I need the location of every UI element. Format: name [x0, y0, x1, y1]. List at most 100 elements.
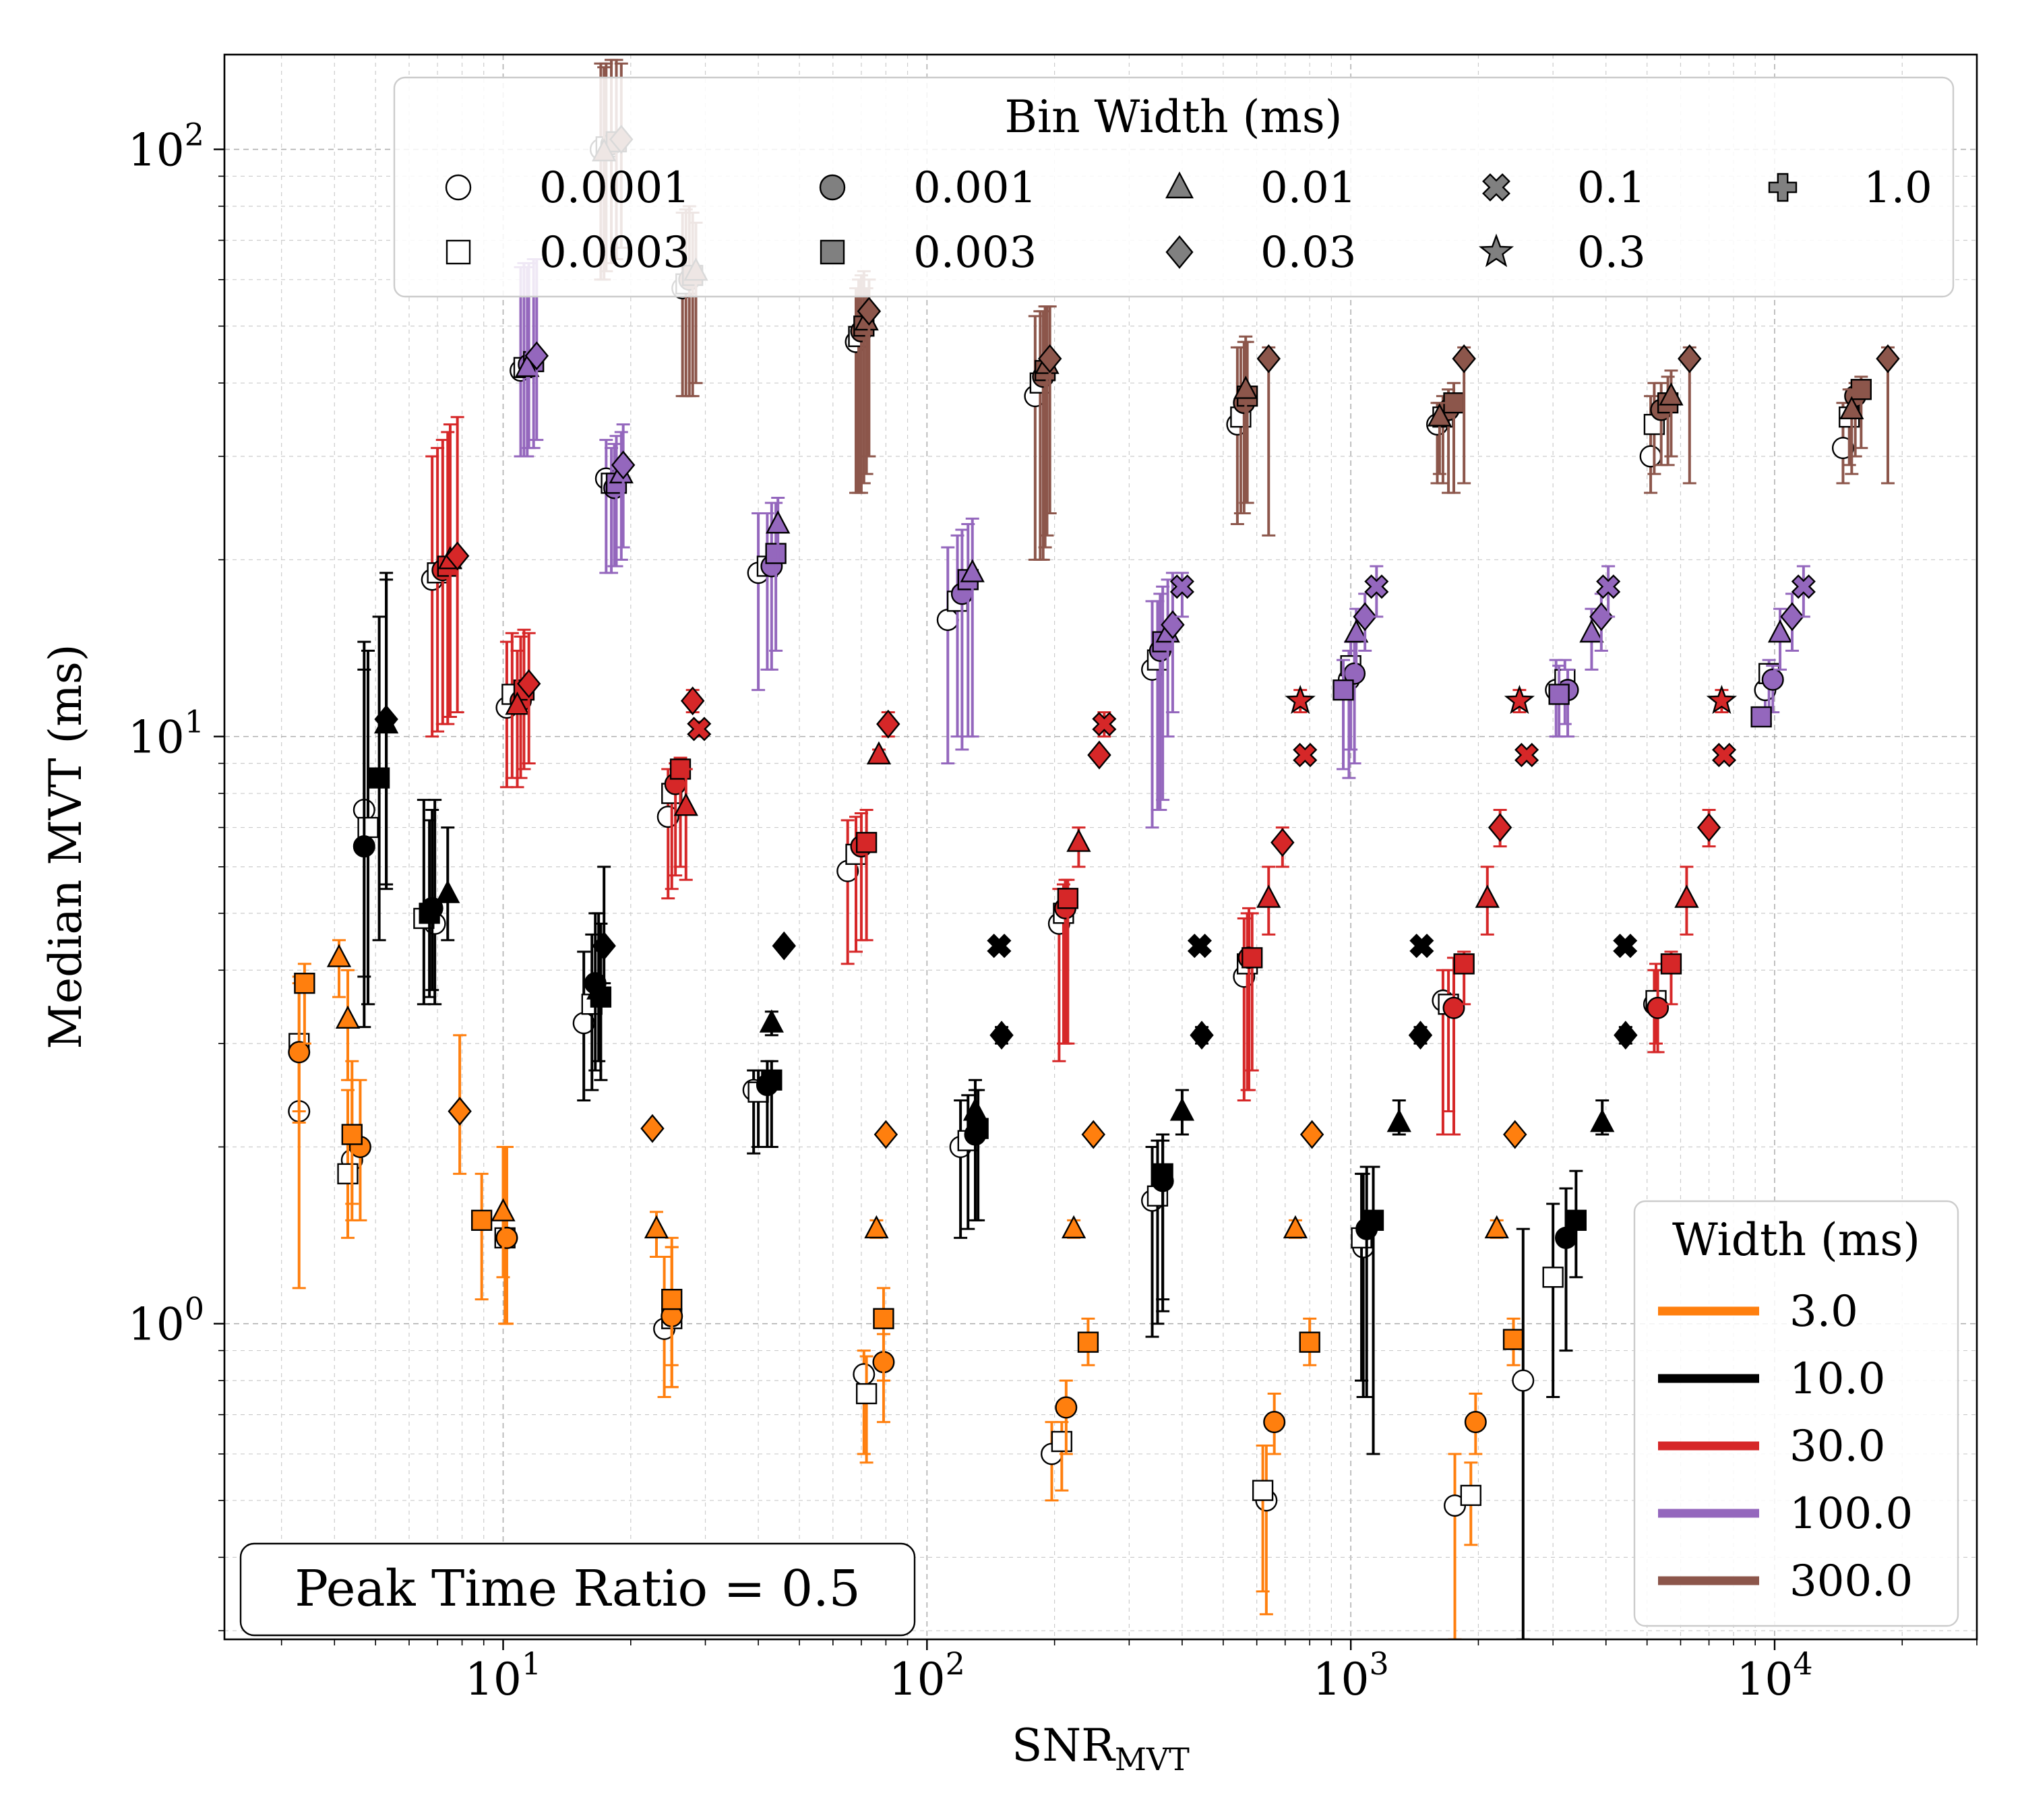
- data-point-star: [1706, 684, 1738, 715]
- data-point-triangle: [1344, 619, 1369, 643]
- legend-bin-label: 0.01: [1260, 163, 1357, 213]
- data-point-diamond: [680, 686, 705, 716]
- data-point-square: [855, 832, 878, 853]
- x-tick-label: 103: [1313, 1645, 1389, 1705]
- data-point-diamond: [1190, 1021, 1214, 1050]
- data-point-diamond: [1452, 344, 1476, 373]
- legend-width-label: 100.0: [1789, 1489, 1913, 1539]
- annotation-box: Peak Time Ratio = 0.5: [239, 1542, 916, 1637]
- data-point-x: [1092, 712, 1117, 737]
- data-point-circle: [853, 1363, 876, 1386]
- data-point-diamond: [374, 704, 398, 734]
- data-point-x: [1187, 934, 1212, 959]
- data-point-triangle: [673, 793, 698, 816]
- data-point-square: [1362, 1209, 1384, 1231]
- data-point-triangle: [1484, 1215, 1509, 1239]
- data-point-square: [294, 973, 315, 994]
- data-point-diamond: [1087, 740, 1111, 770]
- data-point-diamond: [857, 297, 882, 326]
- data-point-square: [1565, 1209, 1587, 1231]
- data-point-square: [1542, 1267, 1564, 1288]
- data-point-x: [1791, 574, 1816, 599]
- data-point-diamond: [1408, 1021, 1433, 1050]
- data-point-diamond: [1256, 344, 1281, 373]
- data-point-triangle: [759, 1009, 784, 1033]
- data-point-triangle: [1674, 884, 1699, 908]
- data-point-diamond: [1081, 1120, 1105, 1149]
- data-point-square: [1750, 706, 1772, 728]
- data-point-square: [471, 1209, 493, 1231]
- data-point-x: [1293, 743, 1318, 768]
- legend-marker-diamond: [1165, 235, 1194, 269]
- data-point-triangle: [505, 691, 530, 715]
- data-point-x: [1711, 743, 1737, 768]
- data-point-circle: [1263, 1411, 1286, 1434]
- data-point-square: [1443, 392, 1465, 414]
- legend-width: Width (ms) 3.0 10.0 30.0 100.0 300.0: [1633, 1200, 1959, 1627]
- data-point-diamond: [1678, 344, 1702, 373]
- data-point-circle: [936, 609, 959, 632]
- data-point-triangle: [1839, 396, 1864, 420]
- y-tick-label: 101: [128, 704, 204, 764]
- data-point-square: [1252, 1480, 1274, 1501]
- data-point-square: [873, 1308, 894, 1329]
- data-point-triangle: [866, 741, 892, 765]
- data-point-diamond: [989, 1021, 1014, 1050]
- data-point-triangle: [435, 880, 460, 903]
- legend-width-label: 30.0: [1789, 1422, 1886, 1472]
- axis-layer: 101 102 103 104 100 101 102: [128, 117, 1978, 1705]
- legend-marker-circle: [445, 174, 472, 201]
- data-point-x: [1596, 574, 1621, 599]
- legend-width-title: Width (ms): [1672, 1214, 1920, 1266]
- data-point-square: [1460, 1484, 1481, 1507]
- data-point-circle: [1442, 996, 1465, 1019]
- data-point-diamond: [516, 669, 541, 698]
- data-point-circle: [1647, 996, 1669, 1019]
- x-tick-label: 101: [465, 1645, 541, 1705]
- data-point-diamond: [1614, 1021, 1638, 1050]
- data-point-square: [1242, 947, 1263, 969]
- data-point-triangle: [1767, 619, 1793, 643]
- y-axis-label: Median MVT (ms): [40, 644, 92, 1049]
- data-point-square: [661, 1289, 683, 1310]
- data-point-diamond: [1299, 1120, 1324, 1149]
- data-point-star: [1285, 684, 1316, 715]
- data-point-circle: [656, 806, 679, 828]
- data-point-triangle: [586, 976, 611, 1000]
- legend-marker-star: [1478, 233, 1514, 268]
- data-point-square: [341, 1124, 363, 1145]
- data-point-x: [987, 934, 1012, 959]
- data-point-x: [1613, 934, 1638, 959]
- legend-marker-triangle: [1165, 171, 1194, 199]
- data-point-diamond: [1876, 344, 1900, 373]
- x-axis-label: SNRMVT: [1012, 1720, 1190, 1778]
- data-point-triangle: [326, 944, 352, 967]
- legend-bin-label: 0.03: [1260, 228, 1357, 278]
- legend-bin-label: 0.001: [913, 163, 1037, 213]
- annotation-text: Peak Time Ratio = 0.5: [295, 1560, 860, 1618]
- data-point-x: [1364, 574, 1389, 599]
- data-point-square: [761, 1069, 783, 1091]
- data-point-diamond: [1780, 602, 1804, 632]
- legend-bin-label: 0.0001: [539, 163, 690, 213]
- data-point-diamond: [876, 709, 900, 739]
- data-point-triangle: [766, 510, 791, 534]
- data-point-square: [1453, 953, 1475, 975]
- data-point-circle: [495, 1226, 518, 1249]
- data-point-diamond: [1488, 813, 1512, 843]
- data-point-triangle: [1283, 1215, 1308, 1239]
- data-point-diamond: [448, 1097, 472, 1126]
- data-point-triangle: [1579, 619, 1604, 643]
- data-point-triangle: [960, 559, 985, 582]
- data-point-x: [687, 717, 712, 741]
- data-point-square: [419, 903, 440, 924]
- data-point-triangle: [644, 1215, 669, 1239]
- legend-width-label: 3.0: [1789, 1287, 1858, 1337]
- data-point-square: [1152, 1163, 1173, 1184]
- data-point-diamond: [524, 341, 549, 371]
- legend-bin-label: 0.3: [1577, 228, 1646, 278]
- plot-frame: [223, 53, 1978, 1641]
- data-point-circle: [1639, 445, 1662, 468]
- data-point-circle: [1464, 1411, 1487, 1434]
